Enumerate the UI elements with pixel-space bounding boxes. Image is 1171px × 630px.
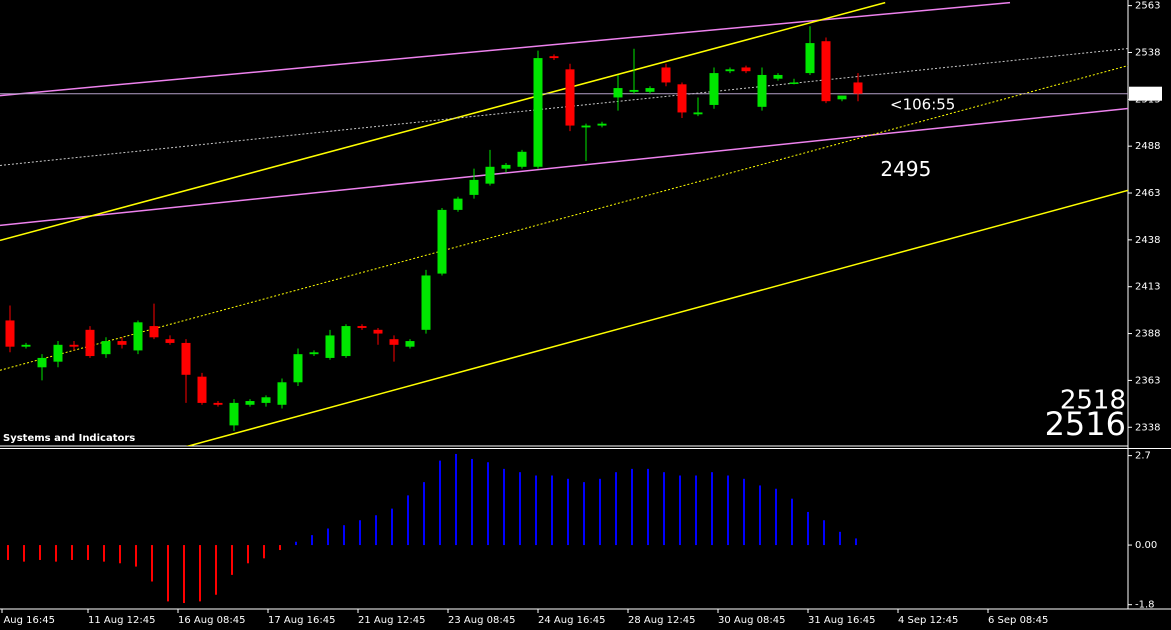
candle-body <box>389 339 399 345</box>
candle-body <box>597 123 607 126</box>
x-tick-label: 21 Aug 12:45 <box>358 615 425 626</box>
candle-body <box>261 397 271 403</box>
candle-body <box>181 342 191 375</box>
candle-body <box>85 329 95 357</box>
candle-body <box>533 58 543 167</box>
candle-body <box>581 125 591 128</box>
y-tick-label: 2463 <box>1135 188 1160 199</box>
x-tick-label: 16 Aug 08:45 <box>178 615 245 626</box>
candle-body <box>741 67 751 72</box>
candle-body <box>453 198 463 210</box>
y-tick-label: 2488 <box>1135 141 1160 152</box>
x-tick-label: 30 Aug 08:45 <box>718 615 785 626</box>
x-tick-label: 6 Sep 08:45 <box>988 615 1048 626</box>
candle-body <box>309 352 319 355</box>
candle-body <box>405 341 415 347</box>
candle-body <box>501 164 511 169</box>
trend-line <box>185 189 1128 446</box>
candle-body <box>293 354 303 383</box>
candle-body <box>421 275 431 330</box>
candle-body <box>133 322 143 351</box>
candle-body <box>565 69 575 126</box>
y-tick-label: 2438 <box>1135 235 1160 246</box>
main-panel: <106:55 2495 <box>0 1 1128 446</box>
trend-line <box>0 1 886 242</box>
candle-body <box>69 344 79 347</box>
candle-body <box>853 82 863 94</box>
y-tick-label: 0.00 <box>1135 540 1157 551</box>
candle-body <box>549 56 559 59</box>
x-tick-label: 28 Aug 12:45 <box>628 615 695 626</box>
candle-body <box>325 335 335 358</box>
y-tick-label: 2338 <box>1135 422 1160 433</box>
candle-body <box>693 112 703 115</box>
candle-body <box>805 43 815 74</box>
x-tick-label: 24 Aug 16:45 <box>538 615 605 626</box>
indicator-panel <box>7 453 857 604</box>
candle-body <box>469 179 479 195</box>
candle-body <box>53 344 63 362</box>
candle-body <box>773 74 783 79</box>
trend-line <box>0 107 1128 227</box>
ask-quote: 2518 <box>1060 386 1126 416</box>
candle-body <box>197 376 207 403</box>
price-label: 2516 <box>1133 89 1158 100</box>
candle-body <box>165 339 175 343</box>
candle-body <box>725 69 735 72</box>
x-tick-label: 11 Aug 12:45 <box>88 615 155 626</box>
y-tick-label: 2538 <box>1135 47 1160 58</box>
candle-body <box>645 88 655 92</box>
candle-body <box>117 341 127 345</box>
x-tick-label: 17 Aug 16:45 <box>268 615 335 626</box>
candle-body <box>677 84 687 113</box>
candle-body <box>517 151 527 167</box>
candle-body <box>485 166 495 184</box>
y-tick-label: -1.8 <box>1135 600 1155 611</box>
candle-body <box>245 401 255 405</box>
candle-body <box>229 402 239 426</box>
candle-body <box>341 326 351 357</box>
annotation: <106:55 <box>890 95 955 113</box>
candle-body <box>613 88 623 98</box>
y-tick-label: 2413 <box>1135 282 1160 293</box>
candle-body <box>357 326 367 328</box>
x-tick-label: 31 Aug 16:45 <box>808 615 875 626</box>
y-tick-label: 2563 <box>1135 1 1160 12</box>
panel-title: Systems and Indicators <box>3 433 135 444</box>
candle-body <box>5 320 15 347</box>
candle-body <box>661 67 671 83</box>
x-tick-label: 4 Sep 12:45 <box>898 615 958 626</box>
x-tick-label: 23 Aug 08:45 <box>448 615 515 626</box>
candle-body <box>709 73 719 105</box>
candle-body <box>101 341 111 355</box>
y-tick-label: 2388 <box>1135 329 1160 340</box>
x-tick-label: 10 Aug 16:45 <box>0 615 55 626</box>
candle-body <box>629 89 639 92</box>
candle-body <box>757 74 767 107</box>
candle-body <box>373 329 383 334</box>
annotation: 2495 <box>880 157 931 181</box>
candle-body <box>437 209 447 274</box>
y-tick-label: 2363 <box>1135 375 1160 386</box>
candle-body <box>821 41 831 102</box>
price-label-box <box>1129 86 1162 101</box>
y-tick-label: 2.7 <box>1135 451 1151 462</box>
candle-body <box>213 402 223 405</box>
candle-body <box>37 357 47 368</box>
candle-body <box>837 95 847 100</box>
candle-body <box>149 326 159 338</box>
candle-body <box>789 82 799 84</box>
candle-body <box>277 382 287 405</box>
candle-body <box>21 344 31 347</box>
trend-line <box>0 48 1128 166</box>
bid-quote: 2516 <box>1045 405 1126 443</box>
trend-line <box>0 65 1128 371</box>
trend-line <box>0 1 1011 97</box>
